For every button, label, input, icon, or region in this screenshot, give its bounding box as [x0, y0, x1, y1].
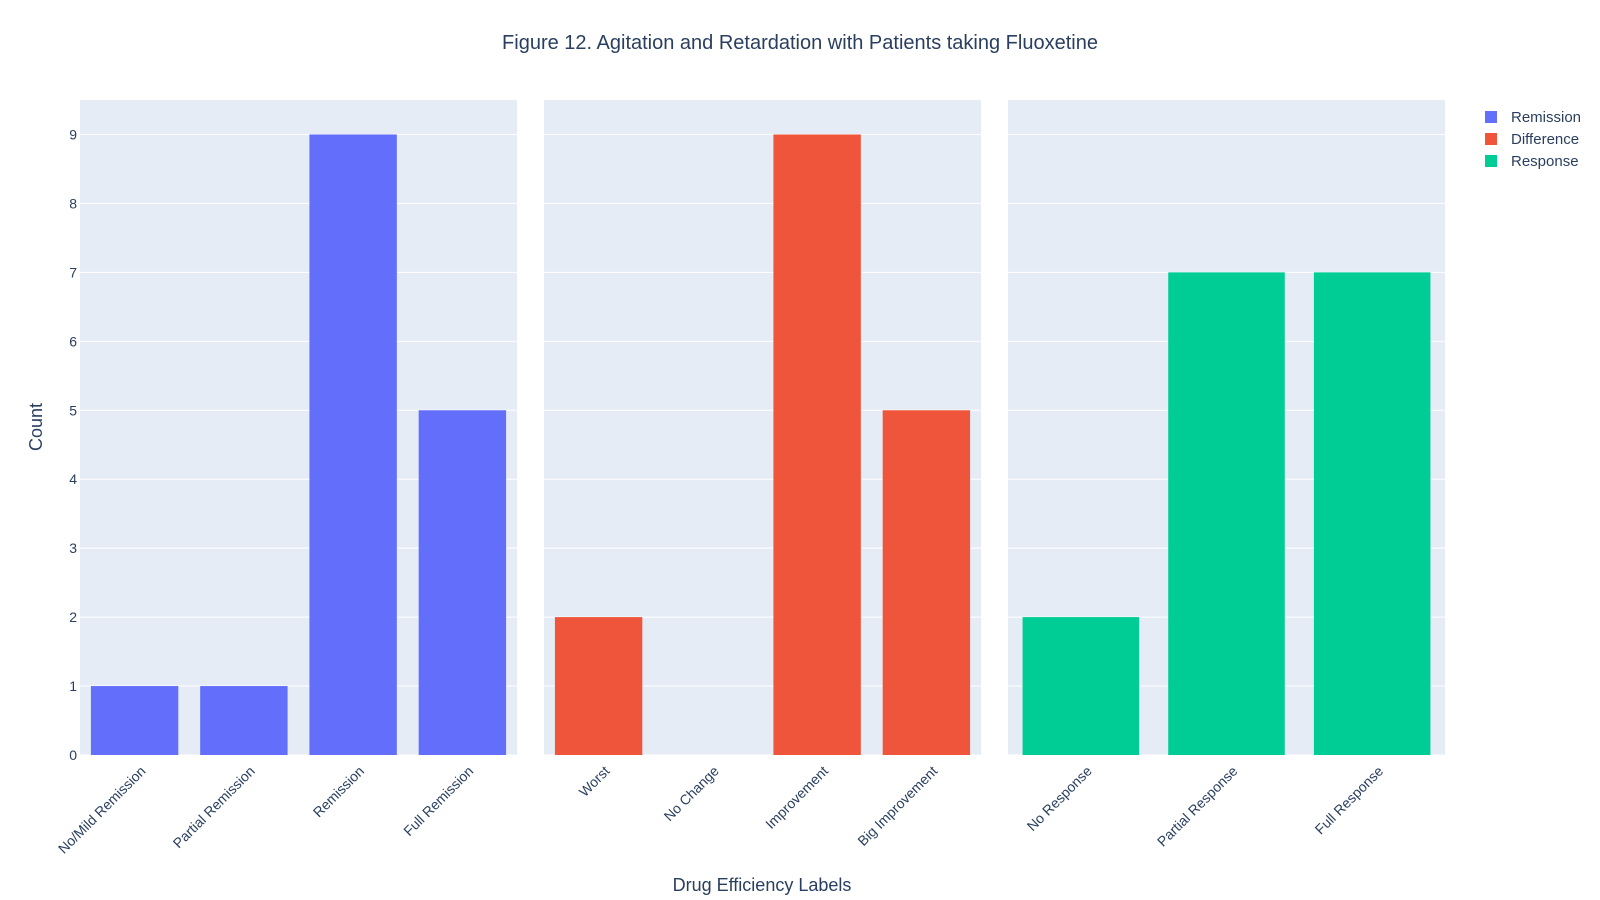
- y-tick-label: 9: [69, 126, 77, 142]
- y-tick-label: 4: [69, 471, 77, 487]
- y-axis-title: Count: [26, 403, 46, 451]
- bar-big-improvement[interactable]: [882, 410, 971, 755]
- legend-label: Remission: [1511, 109, 1581, 126]
- y-tick-label: 7: [69, 264, 77, 280]
- legend-item-remission[interactable]: Remission: [1485, 109, 1581, 126]
- chart-title: Figure 12. Agitation and Retardation wit…: [502, 32, 1098, 54]
- x-tick-label: No/Mild Remission: [55, 763, 149, 857]
- x-tick-label: Improvement: [762, 763, 831, 832]
- x-tick-label: Big Improvement: [854, 763, 940, 849]
- y-tick-label: 3: [69, 540, 77, 556]
- x-axis-title: Drug Efficiency Labels: [673, 875, 852, 895]
- x-tick-label: Full Response: [1312, 763, 1387, 838]
- bar-remission[interactable]: [309, 134, 397, 755]
- x-tick-label: Remission: [310, 763, 368, 821]
- legend-swatch: [1485, 155, 1497, 167]
- panel-difference: Worst No Change Improvement Big Improvement: [544, 100, 981, 849]
- legend-label: Difference: [1511, 131, 1579, 148]
- bar-full-remission[interactable]: [418, 410, 507, 755]
- legend[interactable]: Remission Difference Response: [1485, 109, 1581, 170]
- bar-partial-remission[interactable]: [200, 686, 288, 755]
- y-tick-label: 2: [69, 609, 77, 625]
- bar-improvement[interactable]: [773, 134, 861, 755]
- y-tick-label: 1: [69, 678, 77, 694]
- bar-no-mild-remission[interactable]: [90, 686, 179, 755]
- legend-swatch: [1485, 111, 1497, 123]
- x-tick-label: No Change: [661, 763, 723, 825]
- legend-swatch: [1485, 133, 1497, 145]
- legend-label: Response: [1511, 153, 1579, 170]
- plot-panels: No/Mild Remission Partial Remission Remiss…: [55, 100, 1445, 857]
- bar-partial-response[interactable]: [1168, 272, 1285, 755]
- y-tick-label: 8: [69, 195, 77, 211]
- bar-full-response[interactable]: [1313, 272, 1431, 755]
- legend-item-response[interactable]: Response: [1485, 153, 1579, 170]
- y-tick-label: 6: [69, 333, 77, 349]
- panel-remission: No/Mild Remission Partial Remission Remiss…: [55, 100, 517, 857]
- y-tick-label: 5: [69, 402, 77, 418]
- bar-no-response[interactable]: [1022, 617, 1140, 755]
- legend-item-difference[interactable]: Difference: [1485, 131, 1579, 148]
- y-tick-label: 0: [69, 747, 77, 763]
- x-tick-label: Full Remission: [400, 763, 476, 839]
- x-tick-label: No Response: [1024, 763, 1095, 834]
- bar-worst[interactable]: [554, 617, 643, 755]
- panel-response: No Response Partial Response Full Response: [1008, 100, 1445, 849]
- x-tick-label: Partial Remission: [170, 763, 258, 851]
- x-tick-label: Worst: [576, 763, 613, 800]
- x-tick-label: Partial Response: [1154, 763, 1241, 850]
